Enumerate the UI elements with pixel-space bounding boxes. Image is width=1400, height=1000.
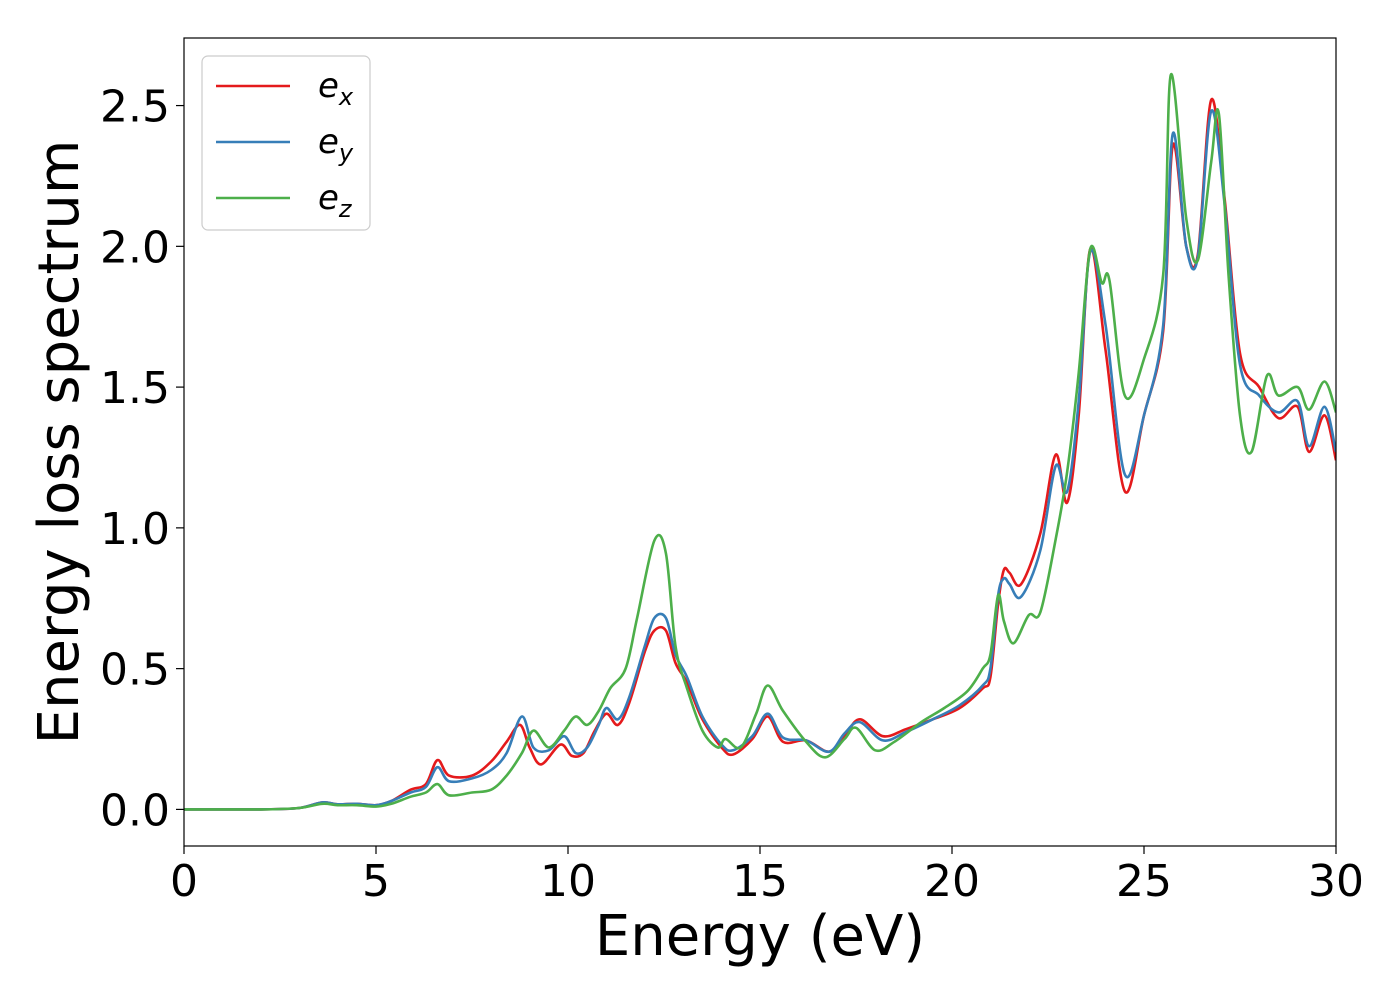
x-tick-label: 25 — [1116, 856, 1172, 907]
y-axis-title: Energy loss spectrum — [27, 140, 92, 745]
series-layer — [184, 73, 1336, 811]
x-axis: 0 5 10 15 20 25 30 — [170, 846, 1364, 907]
y-tick-label: 2.5 — [100, 82, 170, 133]
y-tick-label: 1.5 — [100, 363, 170, 414]
y-tick-label: 0.5 — [100, 645, 170, 696]
legend-label-ez: ez — [318, 178, 353, 223]
x-tick-label: 20 — [924, 856, 980, 907]
series-line-ez — [184, 73, 1336, 811]
y-tick-label: 2.0 — [100, 222, 170, 273]
y-axis: 0.0 0.5 1.0 1.5 2.0 2.5 — [100, 82, 184, 836]
legend-label-ey: ey — [318, 122, 354, 167]
x-tick-label: 10 — [540, 856, 596, 907]
y-tick-label: 1.0 — [100, 504, 170, 555]
y-tick-label: 0.0 — [100, 785, 170, 836]
x-tick-label: 0 — [170, 856, 198, 907]
x-tick-label: 5 — [362, 856, 390, 907]
legend-label-ex: ex — [318, 66, 354, 111]
x-axis-title: Energy (eV) — [595, 904, 925, 969]
series-line-ey — [184, 109, 1336, 811]
legend: ex ey ez — [201, 55, 371, 231]
x-tick-label: 15 — [732, 856, 788, 907]
x-tick-label: 30 — [1308, 856, 1364, 907]
